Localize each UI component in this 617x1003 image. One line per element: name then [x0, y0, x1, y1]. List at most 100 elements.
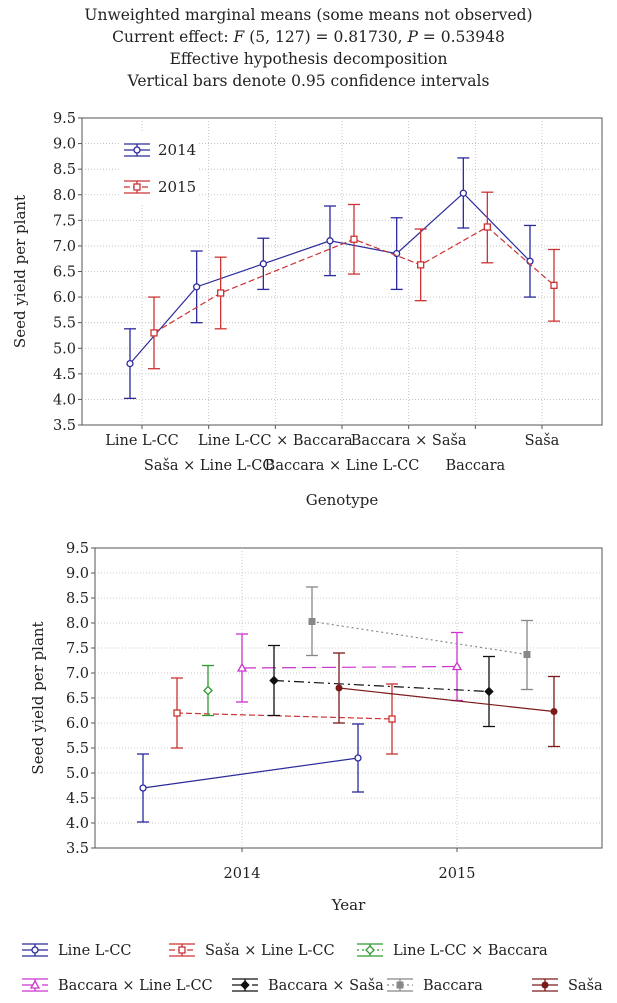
chart1-xtick-label: Saša [525, 432, 560, 449]
chart-header: Unweighted marginal means (some means no… [0, 4, 617, 92]
legend-marker [178, 946, 186, 954]
chart2-ytick-label: 9.5 [66, 541, 89, 557]
chart2-point [139, 784, 147, 792]
chart2-xtick-label: 2015 [439, 866, 476, 882]
chart2-legend-label: Baccara × Saša [268, 977, 384, 994]
chart2-legend-label: Baccara [423, 978, 483, 994]
chart1-y-axis-label: Seed yield per plant [11, 195, 29, 348]
chart1-ytick-label: 8.5 [53, 162, 76, 178]
chart1-point [350, 235, 358, 243]
chart2-series-Line L-CC [137, 723, 364, 823]
chart2-x-axis-label: Year [331, 896, 366, 914]
header-f-symbol: F [233, 28, 245, 46]
header-p-symbol: P [407, 28, 418, 46]
chart1-point [259, 260, 267, 268]
chart2-ytick-label: 8.0 [66, 616, 89, 632]
chart2-ytick-label: 8.5 [66, 591, 89, 607]
chart2-legend-label: Saša [568, 977, 603, 994]
chart2-y-axis-label: Seed yield per plant [29, 621, 47, 774]
chart2-point [550, 708, 558, 715]
chart2-ytick-label: 9.0 [66, 566, 89, 582]
chart1-point [193, 283, 201, 291]
chart2-point [203, 685, 213, 696]
chart2-point [451, 661, 463, 671]
chart1-point [393, 249, 401, 258]
chart1-ytick-label: 6.0 [53, 290, 76, 306]
chart1-ytick-label: 4.0 [53, 392, 76, 408]
chart2-point [236, 662, 248, 672]
chart1-ytick-label: 3.5 [53, 418, 76, 434]
chart2-legend-label: Baccara × Line L-CC [58, 978, 213, 994]
header-line-3: Effective hypothesis decomposition [169, 50, 448, 68]
chart2-xtick-label: 2014 [224, 866, 261, 882]
legend-marker [365, 945, 375, 955]
chart1-xtick-label: Baccara [445, 458, 505, 474]
legend-marker [133, 183, 141, 191]
chart2-point [354, 754, 362, 762]
chart1-ytick-label: 9.5 [53, 111, 76, 127]
chart1-xtick-label: Baccara × Saša [351, 432, 467, 449]
chart2-series-line [142, 757, 359, 789]
header-line-2: Current effect: F (5, 127) = 0.81730, P … [0, 26, 617, 48]
chart1-legend [119, 131, 199, 203]
chart2-legend-label: Saša × Line L-CC [205, 942, 335, 959]
chart1-xtick-label: Line L-CC × Baccara [198, 433, 353, 449]
chart2-ytick-label: 7.5 [66, 641, 89, 657]
chart1-ytick-label: 8.0 [53, 188, 76, 204]
chart2-point [269, 675, 279, 686]
chart2-ytick-label: 5.0 [66, 766, 89, 782]
chart2-series-Baccara × Saša [268, 644, 495, 728]
chart2-plot-frame [94, 547, 603, 849]
chart1-point [550, 281, 558, 289]
chart2-point [308, 618, 316, 625]
chart1-ytick-label: 7.0 [53, 239, 76, 255]
chart1-point [326, 237, 334, 245]
chart1-legend-label: 2015 [158, 178, 196, 196]
chart2-ytick-label: 6.5 [66, 691, 89, 707]
chart1-x-axis-label: Genotype [306, 491, 379, 509]
chart1-ytick-label: 6.5 [53, 265, 76, 281]
chart1-ytick-label: 7.5 [53, 213, 76, 229]
chart1-ytick-label: 9.0 [53, 137, 76, 153]
chart1-point [217, 289, 225, 297]
chart2-ytick-label: 4.5 [66, 791, 89, 807]
chart2-legend-label: Line L-CC × Baccara [393, 943, 548, 959]
chart2-legend-label: Line L-CC [58, 943, 132, 959]
chart2-ytick-label: 4.0 [66, 816, 89, 832]
chart1-point [459, 189, 467, 197]
chart2-legend [22, 943, 558, 992]
chart1-point [483, 223, 491, 231]
chart2-point [173, 709, 181, 717]
legend-marker [240, 980, 250, 990]
chart2-point [484, 686, 494, 697]
chart2-ytick-label: 5.5 [66, 741, 89, 757]
header-line-1: Unweighted marginal means (some means no… [84, 6, 533, 24]
chart2-series-Saša [333, 652, 560, 748]
chart2-series-Line L-CC × Baccara [202, 664, 214, 717]
chart2-ytick-label: 3.5 [66, 841, 89, 857]
chart1-legend-label: 2014 [158, 141, 196, 159]
chart2-point [335, 684, 343, 692]
chart2-point [388, 715, 396, 723]
chart1-point [417, 261, 425, 269]
chart1-point [150, 329, 158, 337]
chart2-point [523, 651, 531, 658]
chart2-series-Baccara [306, 586, 533, 691]
chart1-series-2014 [124, 157, 536, 400]
chart2-series-line [273, 679, 490, 693]
chart2-series-line [311, 620, 528, 656]
legend-marker [133, 146, 141, 154]
chart1-xtick-label: Line L-CC [105, 433, 179, 449]
chart2-ytick-label: 6.0 [66, 716, 89, 732]
header-effect-prefix: Current effect: [112, 28, 234, 46]
legend-marker [31, 946, 39, 954]
chart2-series-line [241, 665, 458, 669]
chart1-ytick-label: 5.5 [53, 316, 76, 332]
chart1-xtick-label: Baccara × Line L-CC [265, 458, 420, 474]
chart2-series-line [338, 687, 555, 713]
chart1-ytick-label: 4.5 [53, 367, 76, 383]
chart1-xtick-label: Saša × Line L-CC [144, 457, 274, 474]
legend-marker [396, 981, 404, 989]
chart2-series-Saša × Line L-CC [171, 677, 398, 755]
